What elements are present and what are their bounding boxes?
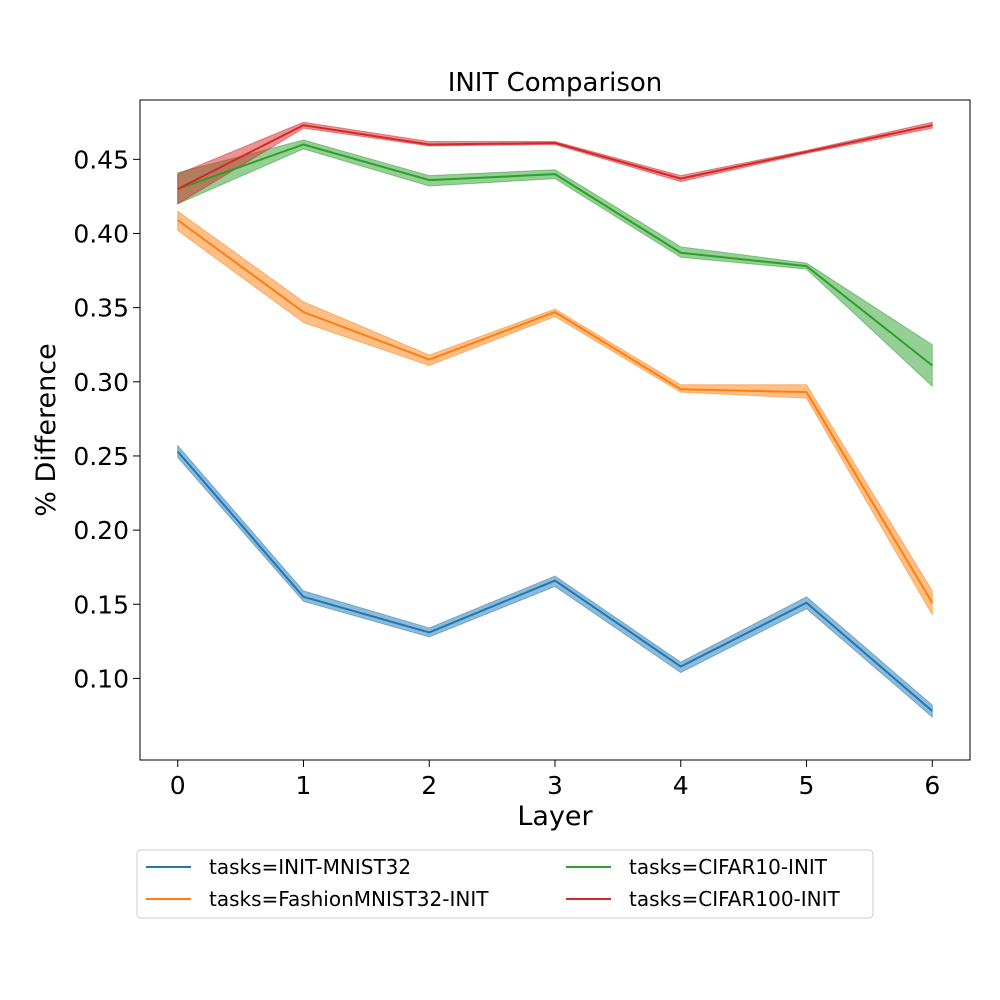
series-line-3 xyxy=(177,124,933,190)
x-tick-label: 6 xyxy=(924,771,940,800)
series-band-3 xyxy=(177,121,933,205)
series-line-1 xyxy=(177,219,934,604)
y-axis-ticks: 0.10 0.15 0.20 0.25 0.30 0.35 0.40 0.45 xyxy=(73,145,140,693)
x-tick-label: 1 xyxy=(296,771,312,800)
legend-label-0: tasks=INIT-MNIST32 xyxy=(209,855,411,879)
x-tick-label: 2 xyxy=(421,771,437,800)
legend: tasks=INIT-MNIST32 tasks=FashionMNIST32-I… xyxy=(136,849,874,919)
series-band-1 xyxy=(177,210,933,617)
legend-label-1: tasks=FashionMNIST32-INIT xyxy=(209,887,489,911)
x-tick-label: 0 xyxy=(170,771,186,800)
y-tick-label: 0.15 xyxy=(73,590,129,619)
series-lines xyxy=(176,124,934,712)
series-band-2 xyxy=(177,139,933,388)
legend-label-2: tasks=CIFAR10-INIT xyxy=(629,855,828,879)
x-axis-ticks: 0 1 2 3 4 5 6 xyxy=(170,760,940,800)
y-axis-label: % Difference xyxy=(31,343,62,516)
y-tick-label: 0.10 xyxy=(73,664,129,693)
x-tick-label: 3 xyxy=(547,771,563,800)
plot-area-frame xyxy=(139,99,971,761)
series-line-0 xyxy=(176,450,933,712)
legend-frame xyxy=(136,849,874,919)
y-tick-label: 0.20 xyxy=(73,516,129,545)
series-line-2 xyxy=(177,143,933,367)
x-tick-label: 5 xyxy=(799,771,815,800)
confidence-bands xyxy=(177,121,933,719)
y-tick-label: 0.45 xyxy=(73,145,129,174)
chart-title: INIT Comparison xyxy=(448,68,663,98)
x-axis-label: Layer xyxy=(517,801,593,832)
x-tick-label: 4 xyxy=(673,771,689,800)
y-tick-label: 0.40 xyxy=(73,219,129,248)
y-tick-label: 0.30 xyxy=(73,368,129,397)
y-tick-label: 0.25 xyxy=(73,442,129,471)
legend-label-3: tasks=CIFAR100-INIT xyxy=(629,887,841,911)
y-tick-label: 0.35 xyxy=(73,294,129,323)
